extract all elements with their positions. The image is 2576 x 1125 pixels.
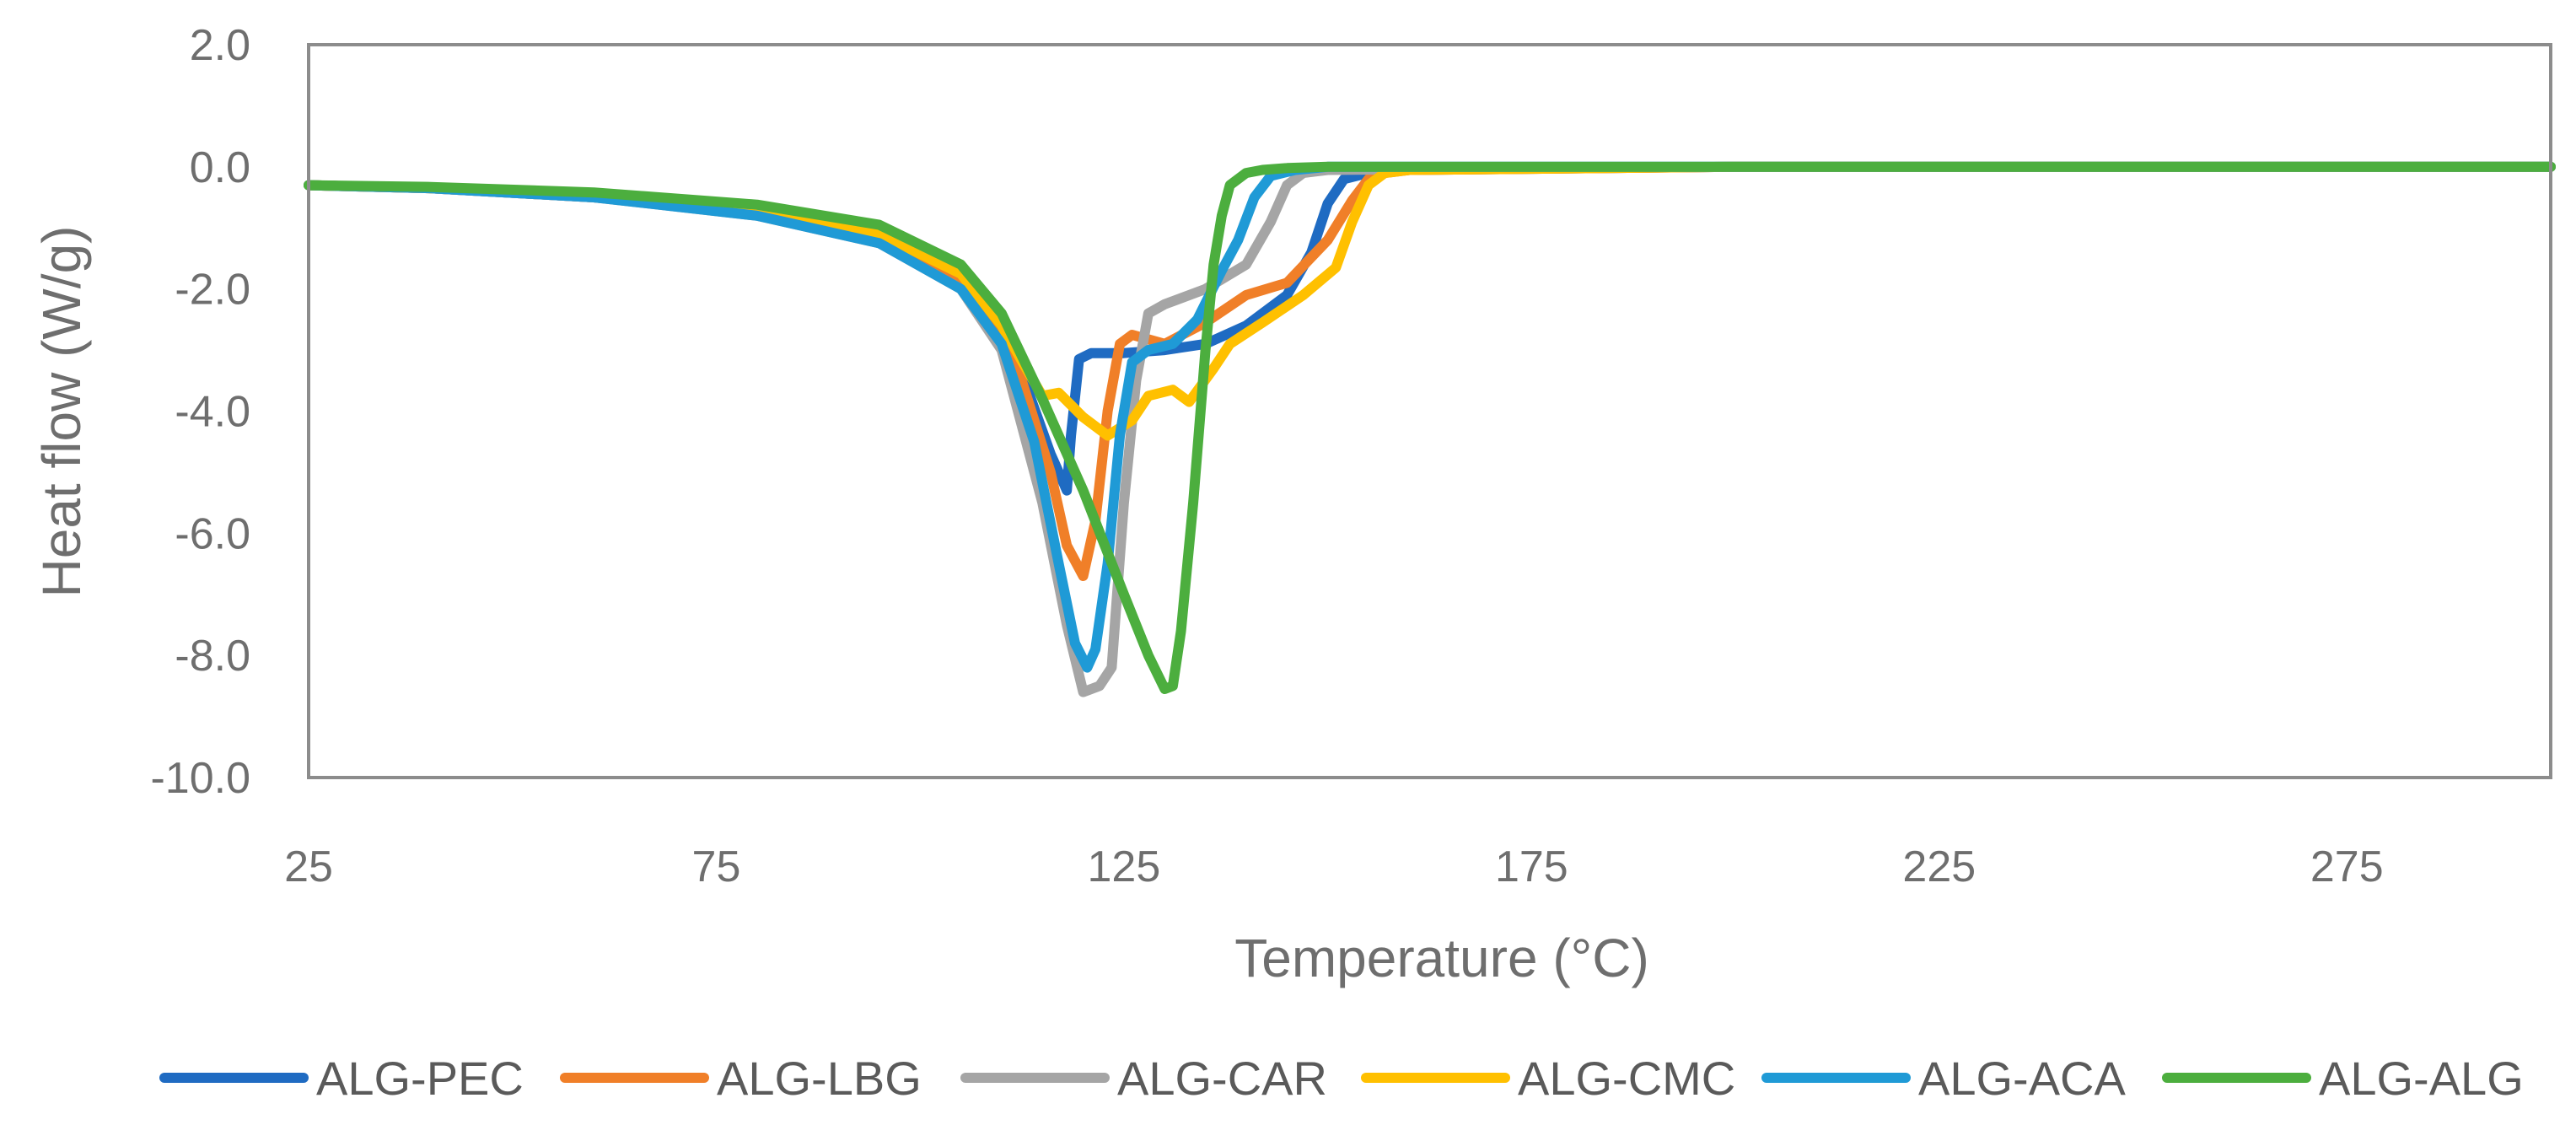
y-axis-ticks: 2.0 0.0 -2.0 -4.0 -6.0 -8.0 -10.0 xyxy=(150,21,250,803)
legend-label: ALG-ALG xyxy=(2319,1052,2524,1105)
y-tick-label: 0.0 xyxy=(190,143,250,192)
legend-label: ALG-CMC xyxy=(1518,1052,1735,1105)
legend-item-alg-lbg: ALG-LBG xyxy=(560,1052,922,1105)
y-tick-label: -10.0 xyxy=(150,754,250,803)
series-line-alg-cmc xyxy=(304,161,2556,441)
x-tick-label: 175 xyxy=(1495,842,1568,891)
legend-label: ALG-LBG xyxy=(717,1052,922,1105)
y-tick-label: -8.0 xyxy=(175,632,250,681)
x-tick-label: 125 xyxy=(1088,842,1161,891)
legend-item-alg-aca: ALG-ACA xyxy=(1761,1052,2126,1105)
y-axis-title: Heat flow (W/g) xyxy=(31,226,92,598)
legend-label: ALG-PEC xyxy=(316,1052,524,1105)
y-tick-label: 2.0 xyxy=(190,21,250,70)
legend-item-alg-pec: ALG-PEC xyxy=(159,1052,524,1105)
x-axis-ticks: 25 75 125 175 225 275 xyxy=(284,842,2384,891)
x-tick-label: 225 xyxy=(1902,842,1976,891)
y-tick-label: -2.0 xyxy=(175,266,250,315)
legend-label: ALG-CAR xyxy=(1117,1052,1327,1105)
legend-item-alg-alg: ALG-ALG xyxy=(2162,1052,2524,1105)
legend-label: ALG-ACA xyxy=(1918,1052,2126,1105)
series-layer xyxy=(304,161,2556,697)
series-line-alg-alg xyxy=(304,161,2556,694)
x-tick-label: 75 xyxy=(692,842,741,891)
y-tick-label: -6.0 xyxy=(175,509,250,558)
x-axis-title: Temperature (°C) xyxy=(1234,928,1649,988)
legend: ALG-PEC ALG-LBG ALG-CAR ALG-CMC ALG-ACA ALG-A… xyxy=(159,1052,2524,1105)
plot-area-border xyxy=(307,43,2552,779)
x-tick-label: 25 xyxy=(284,842,333,891)
legend-item-alg-car: ALG-CAR xyxy=(960,1052,1327,1105)
legend-item-alg-cmc: ALG-CMC xyxy=(1361,1052,1735,1105)
x-tick-label: 275 xyxy=(2310,842,2384,891)
y-tick-label: -4.0 xyxy=(175,388,250,437)
